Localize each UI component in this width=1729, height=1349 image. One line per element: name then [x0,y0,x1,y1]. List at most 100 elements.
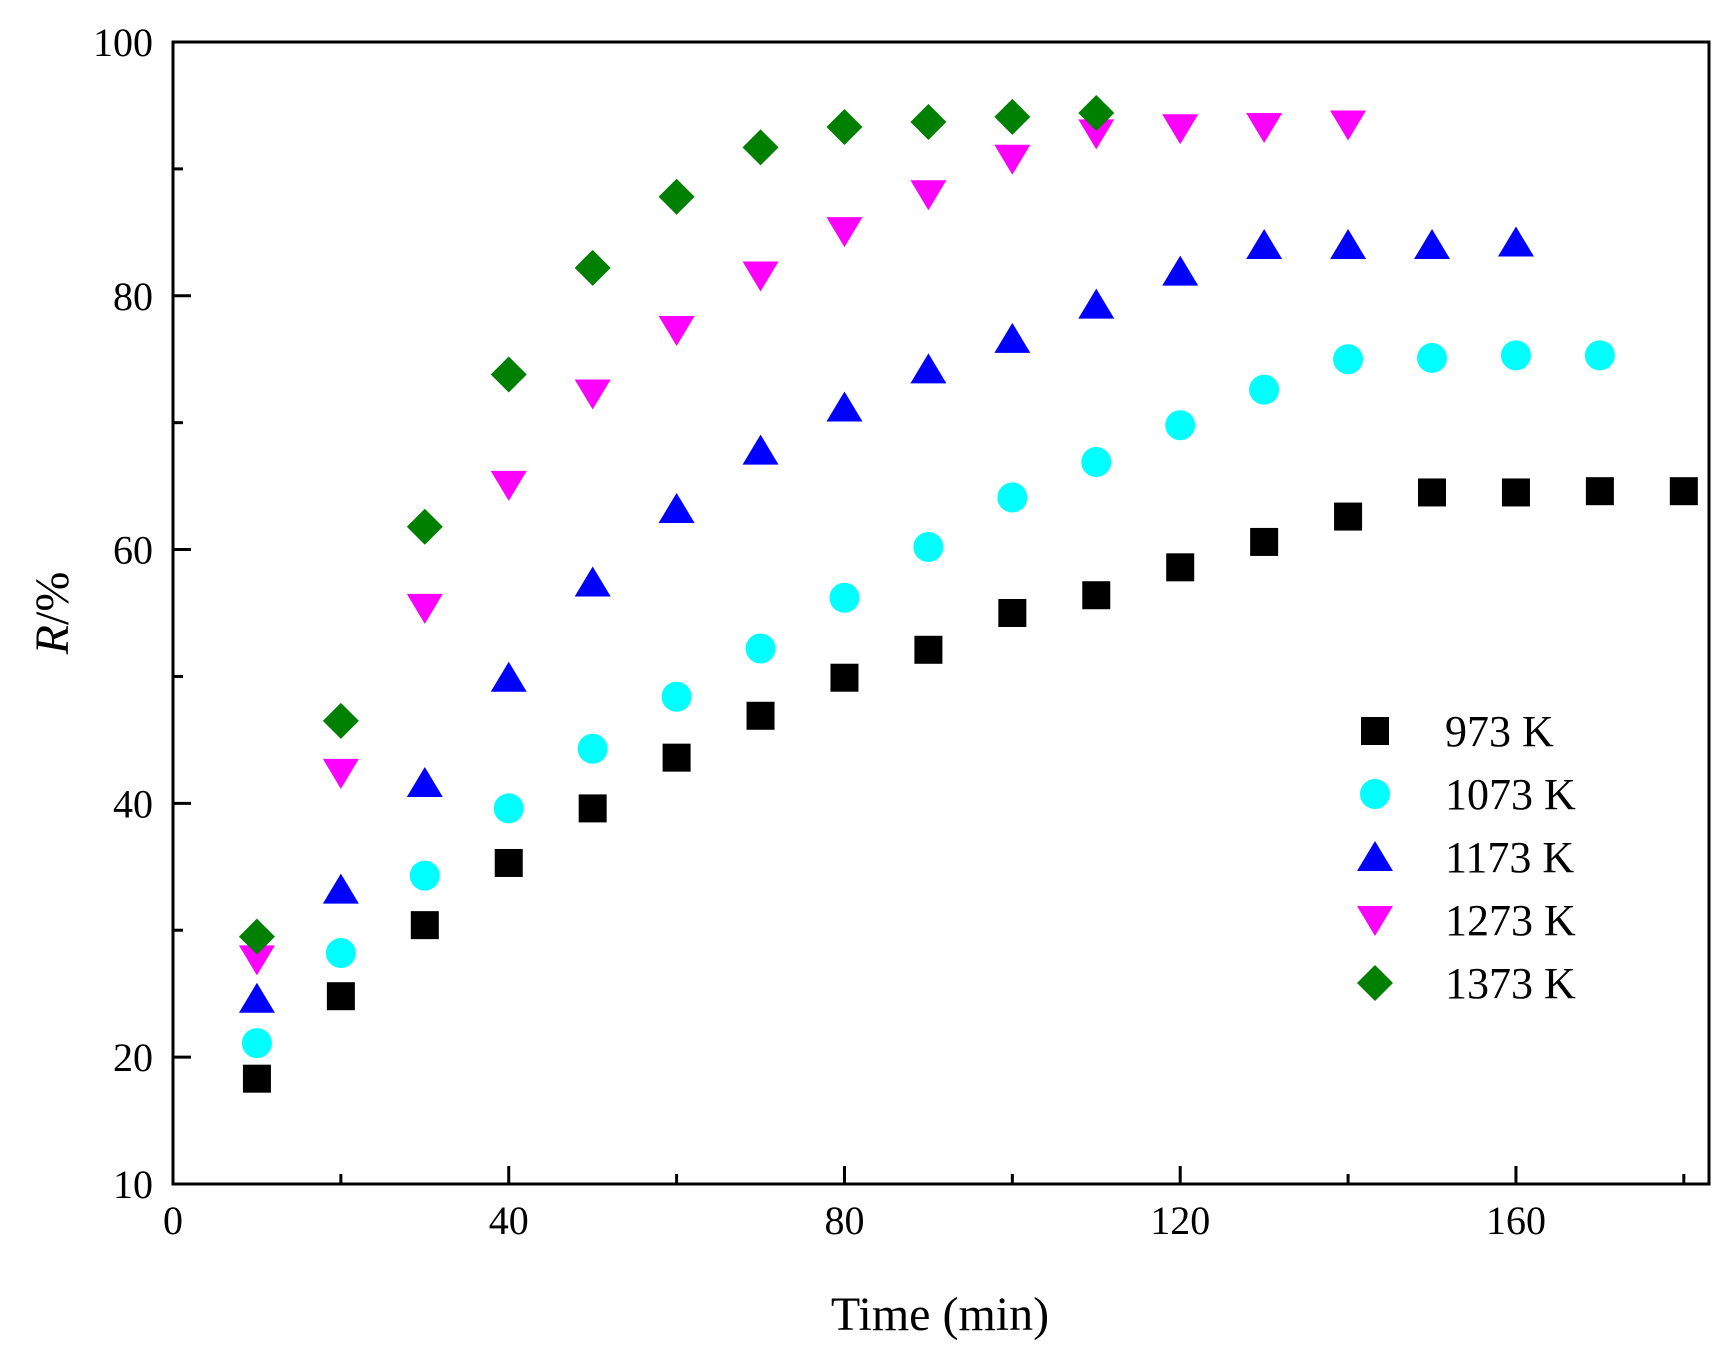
data-point [994,322,1031,353]
data-point [490,470,527,501]
data-point [1334,502,1363,531]
data-point [1250,527,1279,556]
data-point [1081,447,1112,478]
legend-label: 1073 K [1445,770,1576,819]
y-tick-label: 80 [113,274,153,319]
data-point [238,982,275,1013]
data-point [1669,477,1698,506]
series-0 [242,477,1698,1093]
y-axis-title-variable: R [26,625,79,655]
data-point [1585,477,1614,506]
series-2 [238,226,1534,1013]
data-points [238,95,1698,1093]
data-point [1330,229,1367,260]
data-point [406,508,443,545]
data-point [746,701,775,730]
data-point [742,261,779,292]
x-tick-label: 0 [163,1198,183,1243]
data-point [241,1028,272,1059]
data-point [994,98,1031,135]
data-point [1330,110,1367,141]
data-point [238,945,275,976]
data-point [997,482,1028,513]
legend-marker [1357,906,1393,936]
legend-marker [1361,717,1389,745]
data-point [914,635,943,664]
data-point [913,532,944,563]
data-point [238,918,275,955]
data-point [829,582,860,613]
x-tick-label: 120 [1150,1198,1210,1243]
legend: 973 K 1073 K 1173 K 1273 K 1373 K [1357,707,1576,1008]
data-point [826,391,863,422]
data-point [325,938,356,969]
data-point [322,873,359,904]
data-point [326,982,355,1011]
data-point [1246,229,1283,260]
legend-label: 1373 K [1445,959,1576,1008]
x-tick-label: 160 [1486,1198,1546,1243]
data-point [662,743,691,772]
axis-tick-labels: 0 40 80 120 160 10 20 40 60 80 100 [93,20,1546,1243]
data-point [1501,478,1530,507]
data-point [406,767,443,798]
data-point [574,249,611,286]
data-point [1500,340,1531,371]
data-point [322,758,359,789]
y-tick-label: 20 [113,1035,153,1080]
data-point [242,1064,271,1093]
data-point [1165,410,1196,441]
plot-frame [171,40,1711,1186]
series-3 [238,110,1367,976]
data-point [1166,553,1195,582]
data-point [1078,95,1115,132]
data-point [910,103,947,140]
legend-label: 1173 K [1445,833,1574,882]
data-point [1417,342,1448,373]
x-axis-title: Time (min) [831,1288,1049,1341]
data-point [742,434,779,465]
data-point [658,492,695,523]
series-4 [238,95,1115,955]
legend-label: 1273 K [1445,896,1576,945]
data-point [661,681,692,712]
data-point [1246,113,1283,144]
y-axis-title-unit: /% [26,572,79,625]
y-tick-label: 40 [113,781,153,826]
data-point [658,316,695,347]
data-point [998,599,1027,627]
data-point [578,794,607,823]
data-point [658,178,695,215]
x-tick-label: 80 [824,1198,864,1243]
data-point [322,702,359,739]
data-point [830,663,859,692]
data-point [1162,255,1199,286]
series-1 [241,340,1615,1059]
data-point [1418,478,1447,507]
data-point [826,217,863,248]
y-tick-label: 10 [113,1162,153,1207]
data-point [1249,374,1280,405]
y-axis-title: R/% [26,572,79,656]
y-tick-label: 60 [113,528,153,573]
data-point [994,144,1031,175]
legend-label: 973 K [1445,707,1554,756]
data-point [1497,226,1534,257]
data-point [1082,581,1111,610]
data-point [490,356,527,393]
axis-ticks [171,40,1686,1186]
data-point [1078,119,1115,150]
data-point [577,733,608,764]
data-point [1078,288,1115,319]
y-tick-label: 100 [93,20,153,65]
data-point [409,860,440,891]
data-point [494,848,523,877]
data-point [1584,340,1615,371]
data-point [406,593,443,624]
legend-marker [1357,965,1393,1001]
data-point [574,566,611,597]
data-point [574,379,611,410]
x-tick-label: 40 [489,1198,529,1243]
legend-marker [1360,779,1390,809]
